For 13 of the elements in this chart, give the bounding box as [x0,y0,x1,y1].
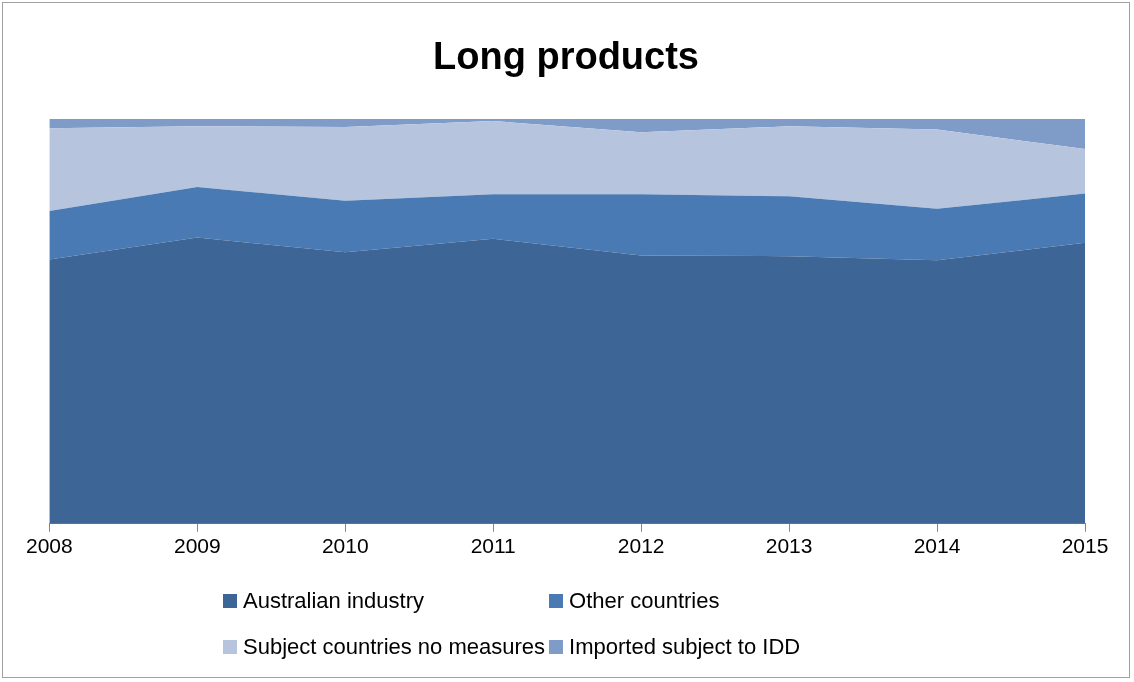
x-tick-label: 2011 [470,534,516,558]
x-tick-label: 2010 [321,534,369,558]
chart-title: Long products [432,35,700,78]
x-tick-label: 2014 [913,534,961,558]
legend-label: Imported subject to IDD [569,634,801,660]
x-tick-label: 2015 [1061,534,1109,558]
legend-label: Other countries [569,588,720,614]
legend-label: Subject countries no measures [243,634,546,660]
x-tick-label: 2008 [26,534,73,558]
x-tick-label: 2009 [173,534,221,558]
legend-label: Australian industry [243,588,424,614]
x-tick-label: 2012 [617,534,665,558]
x-tick-label: 2013 [765,534,813,558]
